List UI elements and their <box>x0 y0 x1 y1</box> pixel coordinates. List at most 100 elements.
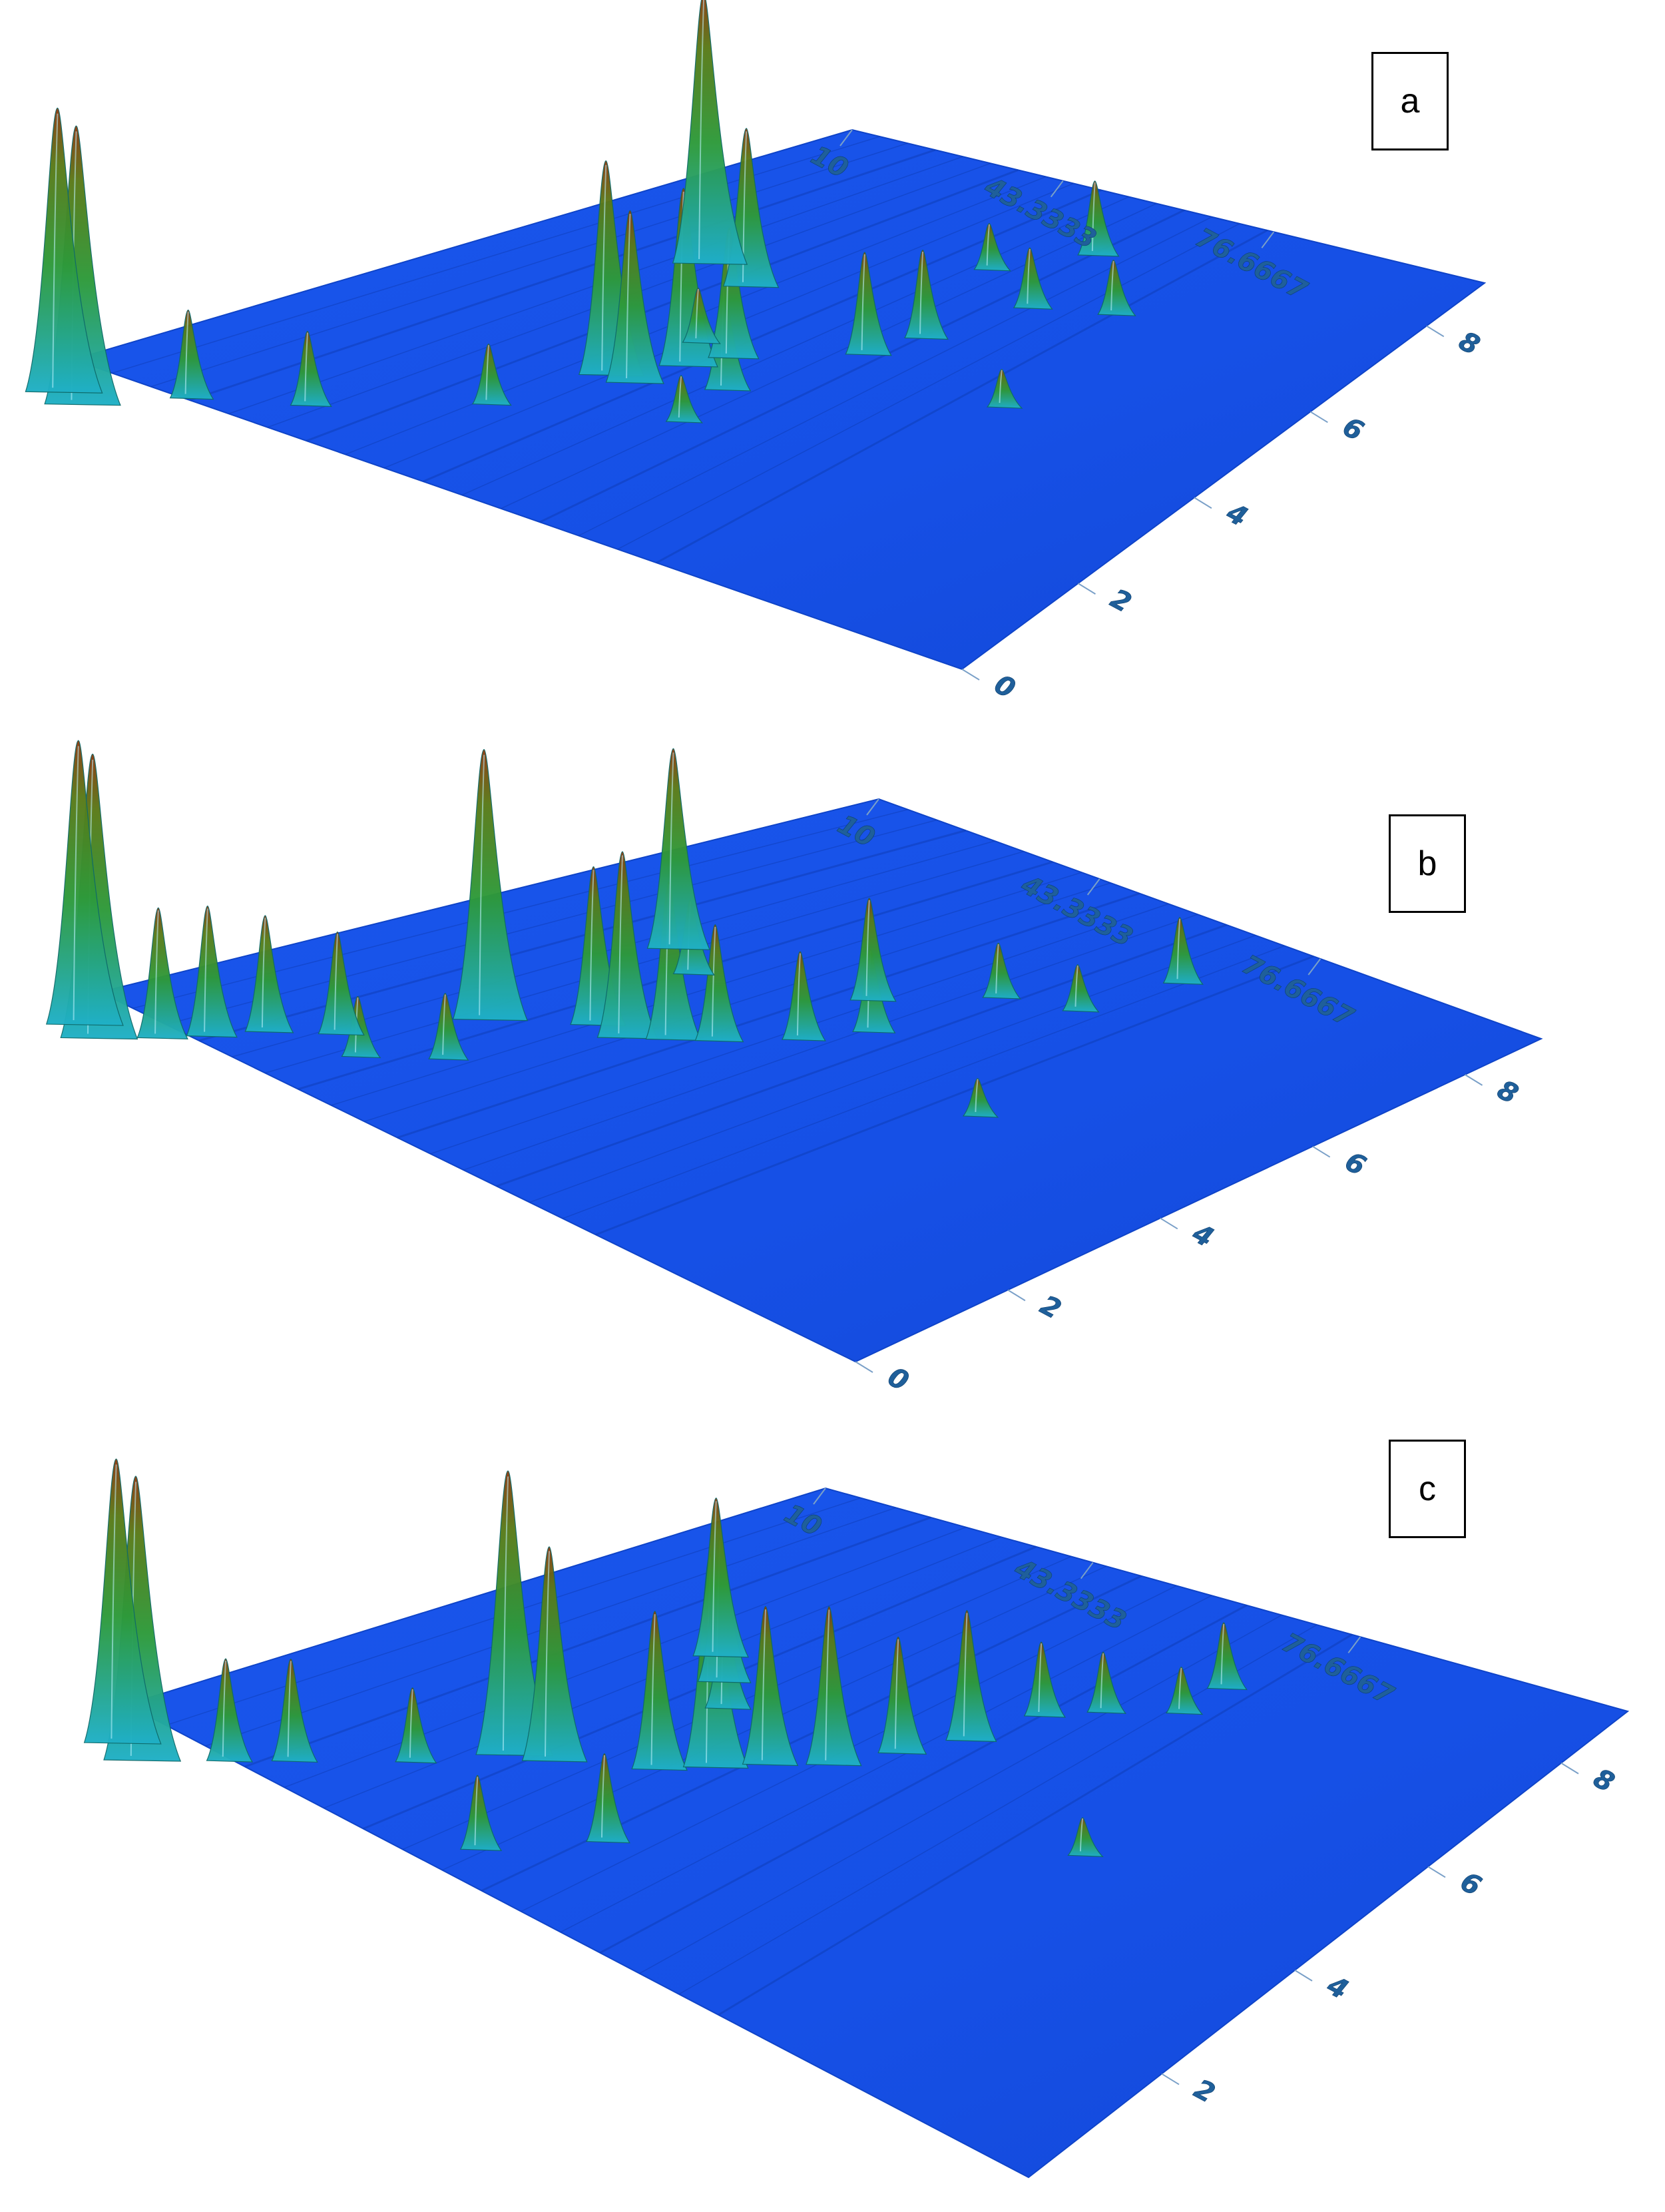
surface-peak <box>682 287 721 344</box>
surface-peak <box>781 951 826 1041</box>
surface-peak <box>136 907 188 1040</box>
x-tick-mark <box>1308 958 1321 975</box>
y-tick-label: 4 <box>1321 1970 1353 2006</box>
surface-peak <box>742 1605 799 1767</box>
y-tick-label: 8 <box>1588 1763 1619 1798</box>
peak-highlight <box>1110 261 1114 311</box>
peak-highlight <box>825 1609 830 1761</box>
panel-label-a: a <box>1371 52 1449 150</box>
surface-peak <box>945 1609 997 1743</box>
peak-highlight <box>600 1755 605 1838</box>
floor-streak <box>599 1604 1248 1954</box>
surface-peak <box>271 1658 318 1763</box>
surface-peak <box>849 898 897 1002</box>
surface-peak <box>45 740 124 1026</box>
peak-highlight <box>963 1613 968 1737</box>
x-tick-mark <box>1080 1562 1094 1579</box>
peak-highlight <box>711 926 716 1037</box>
peak-highlight <box>712 1501 717 1652</box>
surface-peak <box>25 107 103 394</box>
peak-highlight <box>474 1777 479 1846</box>
peak-highlight <box>1079 1818 1084 1852</box>
peak-highlight <box>52 113 59 388</box>
floor-streak <box>166 819 937 1025</box>
surface-peak <box>521 1546 588 1763</box>
floor-streak <box>150 142 908 388</box>
surface-peak <box>845 252 892 356</box>
y-tick-mark <box>1309 411 1328 423</box>
peak-highlight <box>1038 1643 1043 1712</box>
surface-peak <box>986 369 1023 409</box>
surface-peak <box>631 1610 688 1771</box>
peak-highlight <box>261 918 266 1028</box>
floor-streak <box>639 1614 1282 1974</box>
y-tick-mark <box>1007 1289 1026 1302</box>
floor-streak <box>306 168 1019 442</box>
surface-floor <box>124 1487 1630 2179</box>
surface-peak <box>395 1687 437 1764</box>
surface-peak <box>169 310 214 400</box>
peak-highlight <box>626 214 631 379</box>
peak-highlight <box>204 908 208 1032</box>
surface-peak <box>318 931 365 1036</box>
floor-streak <box>265 851 1024 1074</box>
surface-peak <box>1206 1622 1248 1691</box>
surface-peak <box>982 942 1021 999</box>
surface-peak <box>475 1470 554 1757</box>
floor-streak <box>397 892 1140 1139</box>
peak-highlight <box>975 1079 979 1113</box>
y-tick-mark <box>1560 1762 1579 1775</box>
y-tick-label: 0 <box>989 669 1020 705</box>
peak-highlight <box>668 752 674 945</box>
peak-highlight <box>986 224 990 266</box>
surface-peak <box>341 995 381 1059</box>
x-tick-mark <box>1347 1636 1361 1653</box>
y-tick-label: 2 <box>1189 2074 1220 2109</box>
floor-streak <box>578 216 1212 537</box>
panel-b: 10 43.3333 76.6667 0 2 4 6 8 b <box>0 719 1665 1438</box>
surface-peak <box>605 210 664 384</box>
y-tick-mark <box>1160 1217 1178 1230</box>
peak-highlight <box>1100 1653 1104 1709</box>
surface-peak <box>1062 964 1100 1013</box>
y-tick-mark <box>1312 1145 1331 1158</box>
floor-streak <box>244 1516 931 1768</box>
peak-highlight <box>544 1551 551 1757</box>
surface-peak <box>206 1658 254 1763</box>
y-tick-mark <box>1294 1970 1313 1982</box>
floor-streak <box>718 1633 1353 2016</box>
y-tick-label: 4 <box>1187 1218 1218 1254</box>
peak-highlight <box>1074 965 1078 1007</box>
floor-streak <box>501 203 1157 509</box>
surface-peak <box>694 924 744 1043</box>
y-tick-label: 2 <box>1035 1290 1066 1326</box>
y-tick-mark <box>1465 1074 1483 1086</box>
floor-streak <box>463 914 1198 1171</box>
surface-peak <box>692 1498 749 1658</box>
y-tick-mark <box>855 1361 873 1373</box>
floor-streak <box>284 1526 967 1788</box>
peak-highlight <box>409 1689 413 1758</box>
surface-peak <box>452 749 529 1021</box>
x-tick-mark <box>1261 231 1275 248</box>
surface-peak <box>877 1636 927 1755</box>
x-tick-mark <box>866 798 879 816</box>
y-tick-label: 4 <box>1221 497 1252 533</box>
peak-highlight <box>618 855 623 1034</box>
surface-peak <box>471 343 512 406</box>
surface-peak <box>665 375 704 423</box>
peak-highlight <box>222 1660 227 1757</box>
peak-highlight <box>861 254 865 350</box>
x-tick-mark <box>813 1488 826 1505</box>
floor-streak <box>461 196 1129 496</box>
peak-highlight <box>698 0 705 260</box>
x-tick-mark <box>1086 878 1100 896</box>
peak-highlight <box>154 910 159 1034</box>
floor-streak <box>560 1595 1212 1933</box>
surface-peak <box>962 1077 999 1118</box>
surface-peak <box>186 906 238 1038</box>
peak-highlight <box>761 1609 766 1761</box>
peak-highlight <box>1091 182 1096 251</box>
peak-highlight <box>894 1639 899 1749</box>
surface-peak <box>586 1753 630 1844</box>
